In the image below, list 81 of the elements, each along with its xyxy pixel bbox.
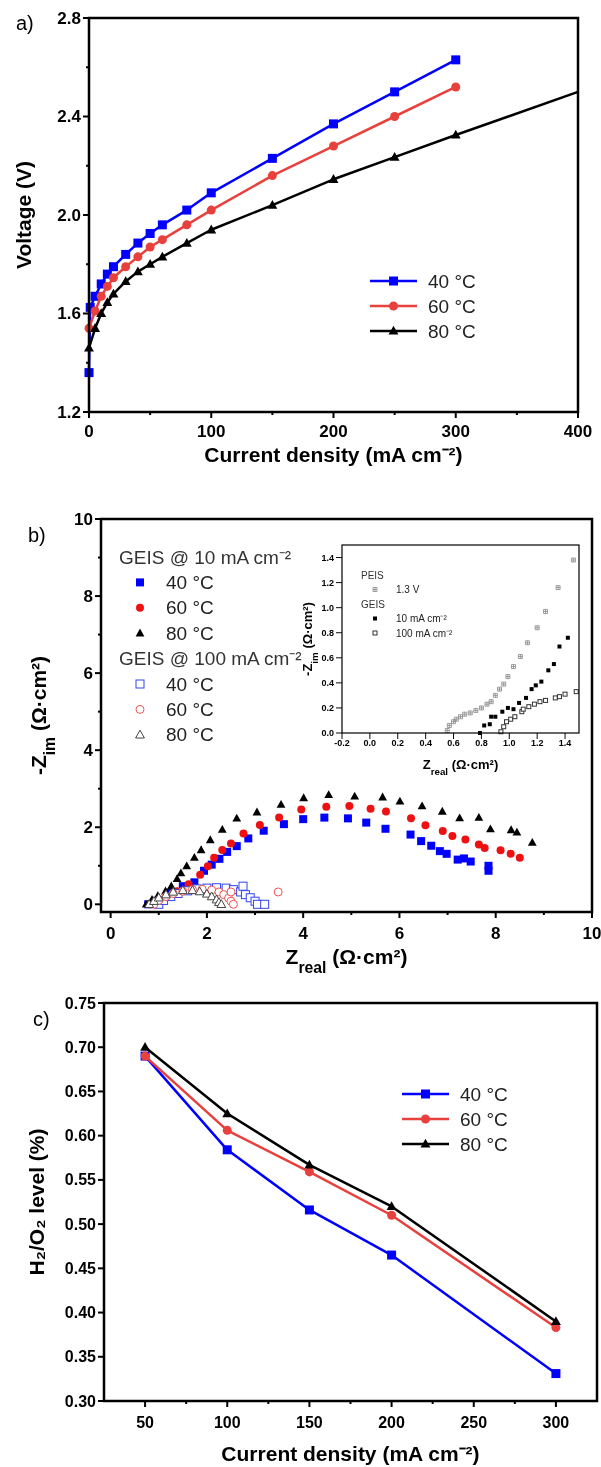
- legend-label: 40 °C: [428, 270, 476, 292]
- x-axis-title: Z$_{real}$ (Ω·cm²): [285, 945, 408, 976]
- x-tick-label: 0.8: [475, 738, 488, 748]
- y-tick-label: 0.75: [64, 994, 97, 1012]
- legend-label: 60 °C: [166, 597, 214, 619]
- y-tick-label: 0: [83, 895, 93, 915]
- y-tick-label: 0.55: [64, 1171, 97, 1189]
- y-tick-label: 2.8: [57, 8, 81, 28]
- legend-label: 80 °C: [460, 1133, 508, 1155]
- x-tick-label: 0.0: [363, 738, 377, 748]
- legend-label: 60 °C: [166, 699, 214, 721]
- annotation: GEIS @ 100 mA cm⁻²: [119, 648, 302, 670]
- x-tick-label: 0.4: [419, 738, 432, 748]
- legend-label: 100 mA cm⁻²: [396, 627, 454, 639]
- y-tick-label: 0.0: [321, 728, 334, 739]
- legend-label: 40 °C: [166, 673, 214, 695]
- x-tick-label: 6: [394, 924, 405, 943]
- x-tick-label: 300: [542, 1414, 570, 1431]
- y-tick-label: 0.2: [321, 703, 334, 714]
- legend-label: 40 °C: [166, 572, 214, 594]
- y-tick-label: 0.30: [64, 1392, 97, 1410]
- y-tick-label: 0.40: [64, 1304, 97, 1322]
- y-tick-label: 1.0: [321, 602, 334, 613]
- x-tick-label: 100: [213, 1414, 241, 1431]
- x-tick-label: 10: [582, 924, 601, 943]
- x-tick-label: 250: [460, 1414, 488, 1431]
- y-tick-label: 0.60: [64, 1127, 97, 1145]
- legend-label: 1.3 V: [396, 584, 420, 595]
- y-tick-label: 0.35: [64, 1348, 97, 1366]
- x-axis-title: Current density (mA cm⁻²): [221, 1442, 480, 1465]
- y-tick-label: 0.65: [64, 1083, 97, 1101]
- y-tick-label: 1.6: [57, 304, 81, 324]
- y-tick-label: 2.0: [57, 205, 81, 225]
- y-tick-label: 2: [83, 818, 93, 838]
- x-axis-title: Current density (mA cm⁻²): [204, 443, 463, 466]
- y-tick-label: 0.70: [64, 1038, 97, 1056]
- x-tick-label: 200: [378, 1414, 406, 1431]
- x-tick-label: 0.2: [391, 738, 405, 748]
- y-axis-title: Voltage (V): [12, 160, 35, 270]
- annotation: PEIS: [361, 569, 385, 581]
- text: c): [33, 1008, 50, 1030]
- x-tick-label: 200: [319, 422, 348, 441]
- y-tick-label: 0.45: [64, 1259, 97, 1277]
- y-tick-label: 2.4: [57, 107, 82, 127]
- legend-label: 80 °C: [428, 320, 476, 342]
- y-tick-label: 0.4: [321, 678, 334, 689]
- x-tick-label: 8: [490, 924, 501, 943]
- y-tick-label: 0.50: [64, 1215, 97, 1233]
- legend-label: 80 °C: [166, 622, 214, 644]
- x-tick-label: 50: [136, 1414, 155, 1431]
- legend-label: 40 °C: [460, 1083, 508, 1105]
- y-tick-label: 10: [74, 509, 93, 529]
- y-tick-label: 6: [83, 664, 93, 684]
- text: b): [28, 524, 46, 546]
- y-tick-label: 1.2: [57, 402, 81, 422]
- x-tick-label: 400: [563, 422, 593, 441]
- legend-label: 60 °C: [428, 295, 476, 317]
- annotation: GEIS @ 10 mA cm⁻²: [119, 546, 292, 568]
- annotation: GEIS: [361, 598, 386, 610]
- x-tick-label: 2: [202, 924, 212, 943]
- x-tick-label: 0: [105, 924, 116, 943]
- x-tick-label: 1.2: [530, 738, 544, 748]
- y-tick-label: 1.2: [321, 577, 334, 588]
- legend-label: 80 °C: [166, 724, 214, 746]
- x-axis-title: Z$_{real}$ (Ω·cm²): [422, 757, 499, 777]
- y-tick-label: 8: [83, 587, 93, 607]
- x-tick-label: 4: [298, 924, 309, 943]
- x-tick-label: -0.2: [334, 738, 350, 748]
- y-axis-title: H₂/O₂ level (%): [25, 1128, 48, 1276]
- legend-label: 60 °C: [460, 1108, 508, 1130]
- y-tick-label: 0.8: [321, 627, 334, 638]
- x-tick-label: 150: [296, 1414, 323, 1431]
- text: a): [16, 12, 34, 34]
- x-tick-label: 1.0: [503, 738, 516, 748]
- y-tick-label: 0.6: [321, 652, 334, 663]
- x-tick-label: 0.6: [447, 738, 460, 748]
- x-tick-label: 1.4: [558, 738, 572, 748]
- x-tick-label: 100: [197, 422, 226, 441]
- legend-label: 10 mA cm⁻²: [396, 613, 448, 624]
- x-tick-label: 300: [441, 422, 470, 441]
- y-tick-label: 1.4: [321, 552, 334, 563]
